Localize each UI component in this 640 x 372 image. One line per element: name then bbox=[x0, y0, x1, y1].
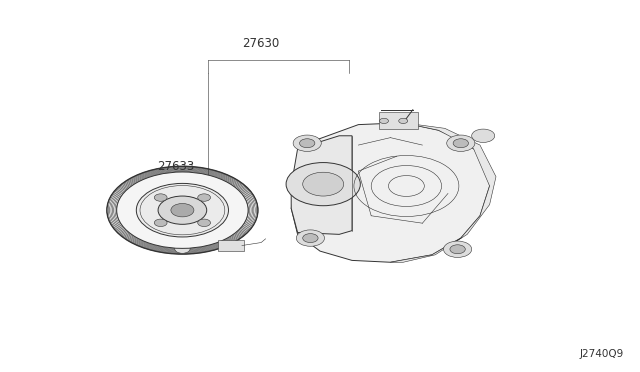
Polygon shape bbox=[291, 136, 352, 234]
Circle shape bbox=[175, 244, 190, 253]
Circle shape bbox=[293, 135, 321, 151]
Circle shape bbox=[303, 234, 318, 243]
Circle shape bbox=[158, 196, 207, 224]
Polygon shape bbox=[390, 123, 496, 262]
Circle shape bbox=[453, 139, 468, 148]
Circle shape bbox=[154, 194, 167, 201]
Circle shape bbox=[171, 203, 194, 217]
Circle shape bbox=[286, 163, 360, 206]
Polygon shape bbox=[291, 123, 490, 262]
Circle shape bbox=[380, 118, 388, 124]
Circle shape bbox=[296, 230, 324, 246]
Circle shape bbox=[399, 118, 408, 124]
Circle shape bbox=[198, 194, 211, 201]
Circle shape bbox=[303, 172, 344, 196]
Text: 27633: 27633 bbox=[157, 160, 195, 173]
FancyBboxPatch shape bbox=[379, 112, 418, 129]
Circle shape bbox=[444, 241, 472, 257]
Text: 27630: 27630 bbox=[243, 37, 280, 50]
Circle shape bbox=[472, 129, 495, 142]
Circle shape bbox=[300, 139, 315, 148]
Circle shape bbox=[116, 172, 248, 248]
Text: J2740Q9: J2740Q9 bbox=[580, 349, 624, 359]
Circle shape bbox=[136, 183, 228, 237]
FancyBboxPatch shape bbox=[218, 240, 244, 251]
Circle shape bbox=[450, 245, 465, 254]
Circle shape bbox=[198, 219, 211, 227]
Circle shape bbox=[154, 219, 167, 227]
Circle shape bbox=[447, 135, 475, 151]
